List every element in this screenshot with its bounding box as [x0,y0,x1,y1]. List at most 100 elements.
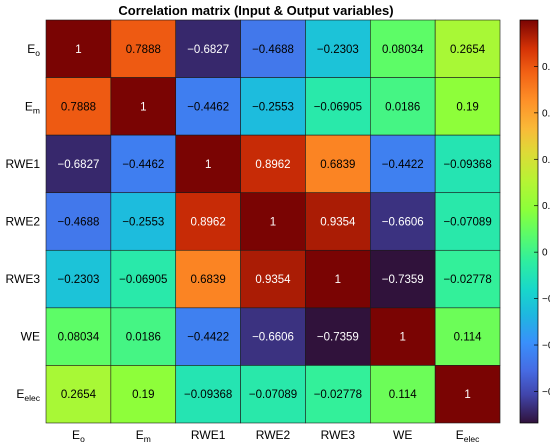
column-label: Eo [72,428,85,444]
column-label: Em [136,428,151,444]
heatmap-cell [434,77,501,136]
heatmap-value-labels: 1 0.7888 −0.6827 −0.4688 −0.2303 0.08034 0.265… [57,44,491,401]
row-label: Eelec [16,387,40,403]
cell-value-label: 1 [335,274,341,286]
colorbar-tick-label: −0.4 [542,341,550,352]
cell-value-label: −0.6606 [382,217,424,229]
heatmap-cells [45,19,501,424]
heatmap-cell [45,365,112,424]
cell-value-label: −0.6606 [252,332,294,344]
heatmap-cell [240,192,306,251]
cell-value-label: −0.4688 [252,44,294,56]
heatmap-cell [434,134,501,194]
row-label: Eo [27,42,40,58]
cell-value-label: 0.9354 [255,274,291,286]
cell-value-label: −0.2303 [317,44,359,56]
column-label: WE [393,428,412,442]
heatmap-cell [240,365,306,424]
heatmap-cell [369,77,436,136]
cell-value-label: −0.7359 [317,332,359,344]
chart-title: Correlation matrix (Input & Output varia… [118,3,393,18]
heatmap-cell [369,19,436,78]
cell-value-label: −0.6827 [57,159,99,171]
cell-value-label: −0.4688 [57,217,99,229]
cell-value-label: 0.08034 [58,332,100,344]
cell-value-label: 0.6839 [191,274,226,286]
cell-value-label: 0.7888 [61,101,96,113]
heatmap-cell [305,77,371,136]
cell-value-label: −0.06905 [314,101,362,113]
row-labels: Eo Em RWE1 RWE2 RWE3 WE Eelec [6,42,41,403]
colorbar-tick-label: −0.6 [542,387,550,398]
cell-value-label: −0.2553 [122,217,164,229]
heatmap-cell [240,307,306,366]
cell-value-label: 0.6839 [320,159,355,171]
colorbar-tick-label: −0.2 [542,294,550,305]
cell-value-label: −0.4462 [122,159,164,171]
row-label: RWE1 [6,157,41,171]
cell-value-label: −0.07089 [443,217,491,229]
heatmap-cell [434,192,501,251]
colorbar-tick-label: 0.6 [542,108,550,119]
colorbar-tick-label: 0.2 [542,201,550,212]
cell-value-label: 0.8962 [191,217,226,229]
cell-value-label: −0.02778 [443,274,491,286]
colorbar-tick-label: 0 [542,248,548,259]
heatmap-cell [110,307,177,366]
row-label: WE [21,330,40,344]
cell-value-label: 0.08034 [382,44,424,56]
cell-value-label: 0.2654 [61,389,97,401]
cell-value-label: 0.0186 [126,332,161,344]
heatmap-cell [175,307,241,366]
cell-value-label: 0.19 [456,101,478,113]
heatmap-cell [434,307,501,366]
heatmap-cell [45,134,112,194]
row-label: RWE3 [6,272,41,286]
cell-value-label: 0.9354 [320,217,356,229]
heatmap-cell [175,77,241,136]
heatmap-cell [240,134,306,194]
column-label: RWE1 [191,428,226,442]
cell-value-label: −0.4422 [187,332,229,344]
cell-value-label: 0.8962 [255,159,290,171]
heatmap-cell [110,192,177,251]
heatmap-cell [175,19,241,78]
heatmap-cell [110,19,177,78]
heatmap-cell [369,365,436,424]
cell-value-label: −0.07089 [249,389,297,401]
heatmap-cell [45,249,112,309]
heatmap-cell [369,134,436,194]
cell-value-label: 0.7888 [126,44,161,56]
heatmap-cell [305,134,371,194]
heatmap-cell [110,134,177,194]
heatmap-cell [175,365,241,424]
cell-value-label: −0.2303 [57,274,99,286]
column-label: Eelec [456,428,480,444]
cell-value-label: 0.0186 [385,101,420,113]
cell-value-label: −0.09368 [184,389,232,401]
heatmap-cell [434,249,501,309]
heatmap-cell [175,249,241,309]
cell-value-label: −0.06905 [119,274,167,286]
row-label: RWE2 [6,215,41,229]
column-labels: Eo Em RWE1 RWE2 RWE3 WE Eelec [72,428,480,444]
cell-value-label: −0.4462 [187,101,229,113]
cell-value-label: −0.02778 [314,389,362,401]
cell-value-label: 1 [140,101,146,113]
cell-value-label: −0.4422 [382,159,424,171]
colorbar-gradient [519,19,539,424]
heatmap-cell [45,77,112,136]
heatmap-cell [45,307,112,366]
cell-value-label: −0.2553 [252,101,294,113]
heatmap-cell [45,192,112,251]
heatmap-cell [434,365,501,424]
row-label: Em [25,99,40,115]
heatmap-cell [175,134,241,194]
cell-value-label: 0.19 [132,389,154,401]
cell-value-label: −0.7359 [382,274,424,286]
heatmap-cell [240,19,306,78]
cell-value-label: 1 [270,217,276,229]
cell-value-label: 1 [464,389,470,401]
cell-value-label: 1 [205,159,211,171]
